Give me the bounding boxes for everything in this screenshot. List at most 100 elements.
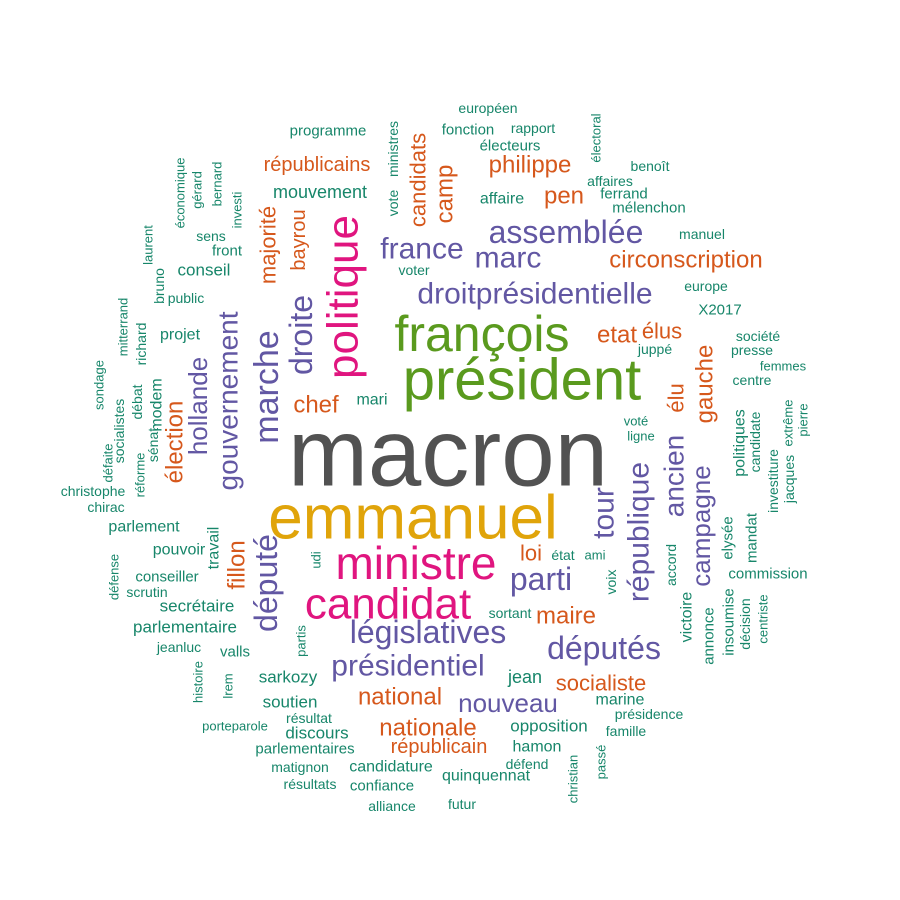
word-77: public <box>168 290 205 306</box>
word-50: fonction <box>442 122 495 139</box>
word-104: état <box>551 547 574 563</box>
word-29: philippe <box>489 152 572 179</box>
word-32: bayrou <box>288 209 310 270</box>
word-1: emmanuel <box>268 484 557 553</box>
word-48: vote <box>385 190 401 217</box>
word-113: secrétaire <box>160 597 235 616</box>
word-145: christian <box>566 755 581 803</box>
word-79: projet <box>160 327 201 344</box>
word-16: droite <box>283 295 319 375</box>
word-112: scrutin <box>126 584 167 600</box>
word-91: chirac <box>87 499 124 515</box>
word-119: centriste <box>756 594 771 643</box>
word-9: droitprésidentielle <box>417 278 652 311</box>
word-61: europe <box>684 278 728 294</box>
word-10: assemblée <box>489 214 644 250</box>
word-75: conseil <box>178 261 231 280</box>
word-81: richard <box>133 323 149 366</box>
word-138: hamon <box>513 739 562 756</box>
word-72: sens <box>196 228 226 244</box>
word-40: loi <box>520 541 542 566</box>
word-148: futur <box>448 796 476 812</box>
word-132: porteparole <box>202 719 268 734</box>
word-8: présidentiel <box>331 650 484 683</box>
word-13: parti <box>510 561 572 597</box>
word-41: maire <box>536 603 596 630</box>
word-101: travail <box>206 527 223 570</box>
word-63: société <box>736 328 781 344</box>
word-97: pierre <box>796 403 811 436</box>
word-65: juppé <box>637 341 672 357</box>
word-33: etat <box>597 322 637 349</box>
word-11: marc <box>475 242 542 275</box>
word-125: jean <box>507 667 542 687</box>
word-24: nouveau <box>458 688 558 718</box>
word-42: national <box>358 684 442 711</box>
word-121: sortant <box>489 605 532 621</box>
word-66: femmes <box>760 359 807 374</box>
word-144: quinquennat <box>442 768 531 785</box>
word-47: ministres <box>385 121 401 177</box>
word-31: majorité <box>256 206 281 284</box>
word-58: affaire <box>480 191 524 208</box>
word-116: annonce <box>701 607 718 665</box>
word-108: mandat <box>744 512 761 563</box>
word-22: ancien <box>659 435 690 518</box>
word-118: décision <box>737 598 753 649</box>
word-54: benoît <box>631 158 670 174</box>
word-126: sarkozy <box>259 668 318 687</box>
word-107: elysée <box>720 516 737 559</box>
word-136: famille <box>606 723 647 739</box>
word-37: chef <box>293 392 339 419</box>
word-85: mari <box>356 392 387 409</box>
word-139: matignon <box>271 759 329 775</box>
word-131: présidence <box>615 706 684 722</box>
word-59: mouvement <box>273 182 367 202</box>
word-111: conseiller <box>135 569 198 586</box>
word-130: marine <box>596 692 645 709</box>
word-127: histoire <box>191 661 206 703</box>
word-14: députés <box>547 630 661 666</box>
word-122: jeanluc <box>156 639 201 655</box>
word-51: rapport <box>511 120 555 136</box>
word-7: législatives <box>350 614 507 650</box>
word-86: socialistes <box>111 399 127 464</box>
word-114: voix <box>603 570 619 595</box>
word-17: marche <box>248 330 286 443</box>
word-133: résultat <box>286 710 332 726</box>
word-74: laurent <box>141 225 156 265</box>
word-57: mélenchon <box>612 200 685 217</box>
word-26: républicains <box>264 154 371 176</box>
word-68: économique <box>173 158 188 229</box>
word-142: résultats <box>284 776 337 792</box>
word-70: bernard <box>210 162 225 207</box>
word-28: camp <box>432 165 459 224</box>
word-39: fillon <box>224 540 251 589</box>
word-15: république <box>623 462 656 602</box>
word-143: confiance <box>350 778 414 795</box>
word-64: presse <box>731 342 773 358</box>
word-102: pouvoir <box>153 542 206 559</box>
word-23: campagne <box>686 465 716 586</box>
word-3: françois <box>394 306 569 362</box>
word-98: jacques <box>781 455 797 504</box>
word-100: parlement <box>108 519 180 536</box>
word-30: pen <box>544 183 584 210</box>
word-78: bruno <box>151 268 167 304</box>
word-99: investiture <box>765 449 781 513</box>
word-12: france <box>380 233 463 266</box>
word-137: parlementaires <box>255 741 354 758</box>
word-92: voté <box>624 414 649 429</box>
word-88: défaite <box>101 443 116 482</box>
word-147: alliance <box>368 798 416 814</box>
word-73: front <box>212 243 243 260</box>
word-27: candidats <box>406 133 431 227</box>
word-84: modem <box>149 378 166 431</box>
word-146: passé <box>594 745 609 780</box>
word-120: parlementaire <box>133 618 237 637</box>
word-60: manuel <box>679 226 725 242</box>
word-52: électeurs <box>480 138 541 155</box>
word-25: circonscription <box>609 247 762 274</box>
